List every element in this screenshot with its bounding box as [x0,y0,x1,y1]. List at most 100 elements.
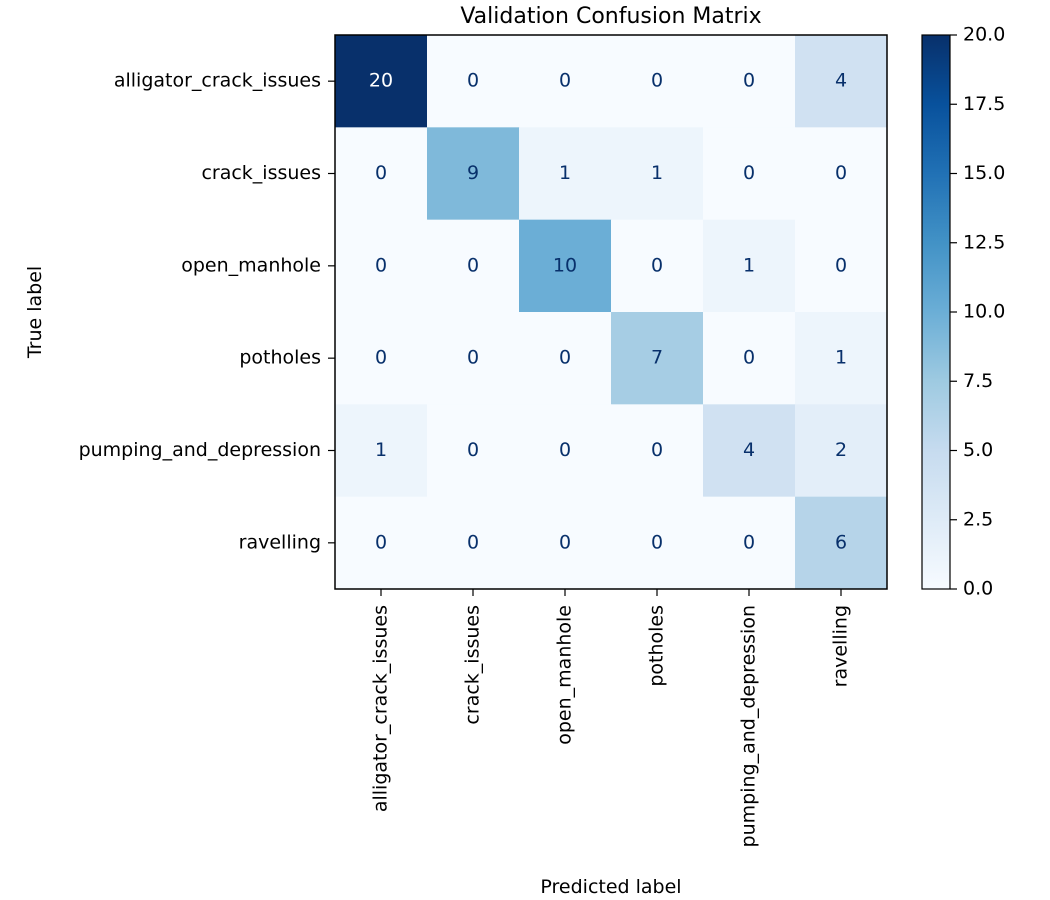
heatmap-cell [611,496,704,590]
heatmap-cell [519,496,612,590]
heatmap-cell [703,496,796,590]
heatmap-cell [427,127,520,221]
cell-value-label: 2 [835,439,847,461]
colorbar-tick-label: 0.0 [963,578,993,600]
y-tick-label: crack_issues [201,162,321,184]
cell-value-label: 0 [559,70,571,92]
heatmap-cell [335,496,428,590]
cell-value-label: 1 [375,439,387,461]
cell-value-label: 20 [369,70,393,92]
cell-value-label: 0 [559,347,571,369]
heatmap-cell [519,219,612,313]
cell-value-label: 0 [651,254,663,276]
heatmap-cell [795,35,888,128]
heatmap-cell [611,219,704,313]
cell-value-label: 0 [743,70,755,92]
cell-value-label: 6 [835,531,847,553]
heatmap-cell [795,219,888,313]
cell-value-label: 0 [559,439,571,461]
cell-value-label: 0 [467,439,479,461]
colorbar-tick-label: 20.0 [963,24,1005,46]
heatmap-cell [795,312,888,405]
y-tick-label: alligator_crack_issues [114,70,321,92]
x-tick-label: pumping_and_depression [738,605,760,847]
cell-value-label: 7 [651,347,663,369]
y-tick-label: open_manhole [181,254,321,276]
y-axis-label: True label [24,266,46,359]
x-tick-label: potholes [646,605,668,687]
cell-value-label: 0 [559,531,571,553]
heatmap-cell [611,127,704,221]
cell-value-label: 1 [651,162,663,184]
x-tick-label: open_manhole [554,605,576,745]
cell-value-label: 0 [835,254,847,276]
heatmap-cell [335,312,428,405]
cell-value-label: 0 [375,254,387,276]
heatmap-cell [611,35,704,128]
heatmap-cells [335,35,888,590]
cell-value-label: 4 [835,70,847,92]
cell-value-label: 0 [467,70,479,92]
heatmap-cell [519,35,612,128]
cell-value-label: 9 [467,162,479,184]
heatmap-cell [795,496,888,590]
colorbar-tick-label: 5.0 [963,439,993,461]
heatmap-cell [611,404,704,498]
colorbar [921,34,951,590]
colorbar-tick-label: 10.0 [963,301,1005,323]
cell-value-label: 1 [835,347,847,369]
cell-value-label: 0 [651,439,663,461]
colorbar-ticks: 0.0 2.5 5.0 7.5 10.0 12.5 15.0 17.5 20.0 [950,24,1005,600]
plot-frame [334,34,888,590]
heatmap-cell [519,404,612,498]
heatmap-cell [703,35,796,128]
heatmap-cell [611,312,704,405]
y-tick-label: pumping_and_depression [79,439,321,461]
colorbar-tick-label: 17.5 [963,93,1005,115]
cell-value-label: 0 [375,531,387,553]
heatmap-cell [335,35,428,128]
x-axis-ticks: alligator_crack_issues crack_issues open_m… [370,589,852,847]
cell-value-label: 0 [651,531,663,553]
heatmap-cell [703,127,796,221]
cell-value-label: 0 [375,162,387,184]
y-axis-ticks: alligator_crack_issues crack_issues open_m… [79,70,335,553]
heatmap-cell [335,127,428,221]
heatmap-cell [703,219,796,313]
heatmap-cell [335,219,428,313]
x-tick-label: alligator_crack_issues [370,605,392,812]
heatmap-cell [427,404,520,498]
heatmap-cell [703,404,796,498]
colorbar-tick-label: 2.5 [963,508,993,530]
heatmap-cell [427,312,520,405]
cell-value-label: 0 [651,70,663,92]
heatmap-cell [519,127,612,221]
chart-title: Validation Confusion Matrix [460,4,761,29]
heatmap-cell [427,496,520,590]
cell-value-label: 0 [743,162,755,184]
heatmap-cell [335,404,428,498]
cell-value-label: 0 [467,531,479,553]
cell-value-label: 0 [375,347,387,369]
heatmap-cell [703,312,796,405]
heatmap-cell [519,312,612,405]
cell-value-label: 10 [553,254,577,276]
cell-value-label: 0 [743,347,755,369]
cell-value-label: 1 [743,254,755,276]
colorbar-tick-label: 7.5 [963,370,993,392]
cell-value-label: 0 [743,531,755,553]
colorbar-tick-label: 15.0 [963,162,1005,184]
x-tick-label: ravelling [830,605,852,687]
heatmap-cell [795,404,888,498]
cell-value-labels: 20 0 0 0 0 40 9 1 1 0 00 0 10 0 1 00 0 0 7 0 11 0 0 0 4 20 0 0 0 0 6 [369,70,847,554]
colorbar-tick-label: 12.5 [963,231,1005,253]
y-tick-label: ravelling [239,531,321,553]
cell-value-label: 0 [467,347,479,369]
heatmap-cell [795,127,888,221]
cell-value-label: 1 [559,162,571,184]
heatmap-cell [427,219,520,313]
x-tick-label: crack_issues [462,605,484,725]
cell-value-label: 0 [835,162,847,184]
cell-value-label: 4 [743,439,755,461]
